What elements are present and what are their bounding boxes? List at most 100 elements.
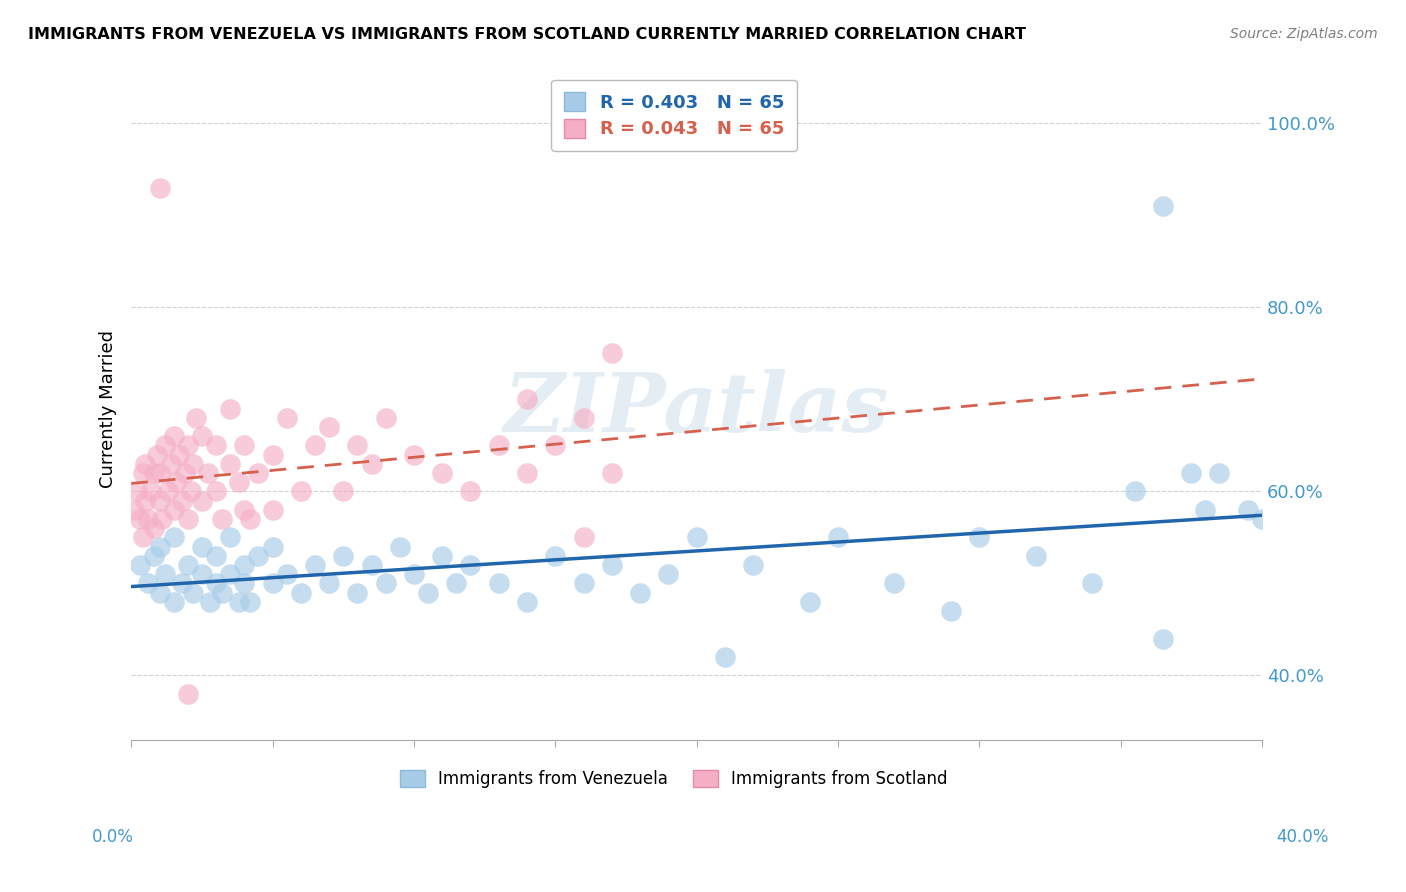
Point: [572, 576, 595, 591]
Point: [163, 429, 186, 443]
Point: [191, 540, 214, 554]
Y-axis label: Currently Married: Currently Married: [100, 330, 117, 488]
Text: Source: ZipAtlas.com: Source: ZipAtlas.com: [1230, 27, 1378, 41]
Point: [191, 567, 214, 582]
Point: [150, 512, 173, 526]
Legend: Immigrants from Venezuela, Immigrants from Scotland: Immigrants from Venezuela, Immigrants fr…: [394, 763, 955, 795]
Point: [262, 503, 284, 517]
Point: [516, 466, 538, 480]
Point: [177, 512, 200, 526]
Point: [200, 595, 222, 609]
Point: [460, 558, 482, 572]
Point: [1152, 632, 1174, 646]
Point: [628, 585, 651, 599]
Point: [163, 530, 186, 544]
Point: [318, 420, 340, 434]
Point: [205, 484, 228, 499]
Point: [360, 558, 382, 572]
Point: [148, 540, 170, 554]
Point: [967, 530, 990, 544]
Point: [360, 457, 382, 471]
Point: [430, 466, 453, 480]
Point: [600, 558, 623, 572]
Point: [516, 392, 538, 407]
Point: [148, 585, 170, 599]
Point: [332, 549, 354, 563]
Point: [247, 549, 270, 563]
Point: [799, 595, 821, 609]
Point: [1180, 466, 1202, 480]
Point: [172, 576, 194, 591]
Point: [163, 595, 186, 609]
Point: [374, 410, 396, 425]
Text: ZIPatlas: ZIPatlas: [503, 368, 890, 449]
Point: [1208, 466, 1230, 480]
Point: [228, 475, 250, 490]
Point: [174, 466, 197, 480]
Point: [153, 567, 176, 582]
Point: [180, 484, 202, 499]
Point: [657, 567, 679, 582]
Point: [685, 530, 707, 544]
Point: [1152, 199, 1174, 213]
Point: [233, 503, 256, 517]
Point: [136, 576, 159, 591]
Point: [177, 558, 200, 572]
Point: [183, 585, 205, 599]
Point: [714, 650, 737, 665]
Point: [136, 512, 159, 526]
Point: [142, 466, 165, 480]
Text: 40.0%: 40.0%: [1277, 828, 1329, 846]
Point: [148, 466, 170, 480]
Point: [228, 595, 250, 609]
Point: [134, 457, 156, 471]
Point: [159, 457, 181, 471]
Point: [416, 585, 439, 599]
Point: [446, 576, 468, 591]
Point: [128, 512, 150, 526]
Point: [177, 687, 200, 701]
Point: [430, 549, 453, 563]
Point: [219, 457, 242, 471]
Point: [148, 181, 170, 195]
Point: [290, 585, 312, 599]
Point: [827, 530, 849, 544]
Point: [233, 558, 256, 572]
Point: [153, 438, 176, 452]
Point: [276, 410, 298, 425]
Point: [318, 576, 340, 591]
Point: [233, 438, 256, 452]
Point: [332, 484, 354, 499]
Point: [304, 438, 326, 452]
Point: [172, 493, 194, 508]
Point: [488, 576, 510, 591]
Point: [388, 540, 411, 554]
Point: [191, 493, 214, 508]
Point: [1123, 484, 1146, 499]
Point: [262, 540, 284, 554]
Point: [1025, 549, 1047, 563]
Point: [142, 549, 165, 563]
Point: [544, 549, 567, 563]
Point: [262, 448, 284, 462]
Point: [186, 410, 208, 425]
Point: [219, 567, 242, 582]
Point: [183, 457, 205, 471]
Point: [177, 438, 200, 452]
Point: [211, 585, 233, 599]
Point: [262, 576, 284, 591]
Point: [131, 466, 153, 480]
Point: [544, 438, 567, 452]
Point: [460, 484, 482, 499]
Point: [139, 484, 162, 499]
Point: [134, 493, 156, 508]
Point: [939, 604, 962, 618]
Point: [169, 448, 191, 462]
Point: [1251, 512, 1274, 526]
Point: [290, 484, 312, 499]
Point: [233, 576, 256, 591]
Point: [276, 567, 298, 582]
Point: [600, 466, 623, 480]
Point: [572, 530, 595, 544]
Point: [1194, 503, 1216, 517]
